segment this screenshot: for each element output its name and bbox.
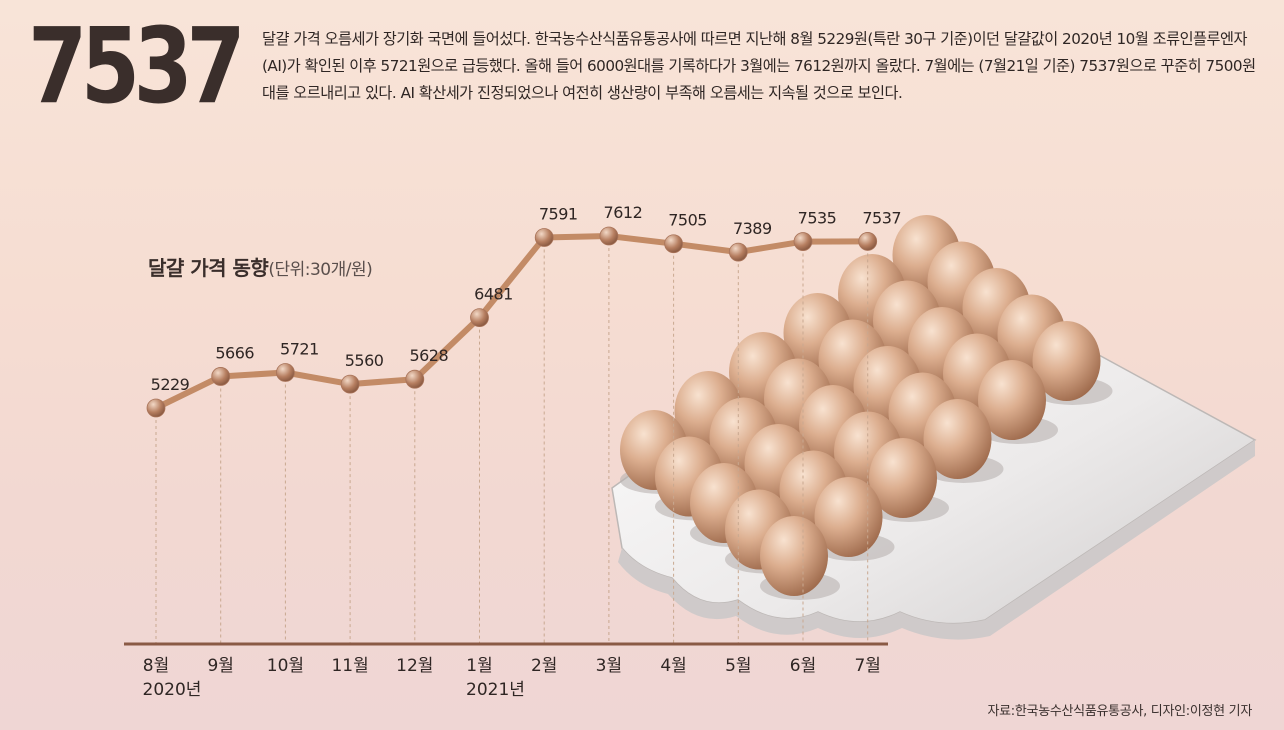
data-label: 6481 xyxy=(474,285,513,304)
egg-tray-illustration xyxy=(611,215,1257,640)
x-tick-label: 11월 xyxy=(331,656,368,676)
series-line xyxy=(153,233,871,411)
data-label: 7505 xyxy=(668,211,707,230)
data-point xyxy=(405,369,425,389)
x-year-label: 2021년 xyxy=(466,680,525,700)
data-point xyxy=(340,374,360,394)
x-tick-label: 5월 xyxy=(725,656,751,676)
data-label: 7537 xyxy=(862,208,901,227)
x-tick-label: 8월 xyxy=(143,656,169,676)
data-point xyxy=(211,367,231,386)
x-tick-label: 2월 xyxy=(531,656,557,676)
data-point xyxy=(858,232,878,251)
egg xyxy=(923,399,992,479)
x-tick-label: 7월 xyxy=(854,656,880,676)
data-label: 7535 xyxy=(798,209,837,228)
egg xyxy=(760,516,828,596)
data-point xyxy=(599,226,619,246)
x-tick-label: 12월 xyxy=(396,656,433,676)
data-point xyxy=(470,308,489,328)
data-point xyxy=(275,363,295,382)
source-credit: 자료:한국농수산식품유통공사, 디자인:이정현 기자 xyxy=(987,704,1252,719)
x-tick-label: 3월 xyxy=(596,656,622,676)
chart-plot-area: 5229 5666 5721 5560 5628 6481 7591 7612 7505 7389… xyxy=(124,203,902,700)
x-tick-label: 4월 xyxy=(660,656,686,676)
data-label: 5721 xyxy=(280,339,319,358)
data-label: 7591 xyxy=(539,205,578,224)
data-label: 7389 xyxy=(733,219,772,238)
data-label: 5229 xyxy=(151,375,190,394)
data-point xyxy=(534,228,554,247)
chart-title-text: 달걀 가격 동향 xyxy=(148,256,269,280)
egg xyxy=(978,360,1046,440)
data-label: 5666 xyxy=(215,343,254,362)
x-tick-label: 1월 xyxy=(466,656,492,676)
x-tick-label: 10월 xyxy=(267,656,304,676)
egg xyxy=(869,438,937,518)
chart-unit: (단위:30개/원) xyxy=(268,260,373,280)
data-label: 5628 xyxy=(409,346,448,365)
data-point xyxy=(728,242,748,262)
description-text: 달걀 가격 오름세가 장기화 국면에 들어섰다. 한국농수산식품유통공사에 따르… xyxy=(262,30,1256,102)
egg xyxy=(1032,321,1101,401)
x-tick-label: 9월 xyxy=(207,656,233,676)
tray-edge xyxy=(618,440,1255,640)
egg xyxy=(814,477,883,557)
x-tick-label: 6월 xyxy=(790,656,816,676)
data-point xyxy=(793,232,813,251)
data-point xyxy=(664,234,683,254)
x-year-label: 2020년 xyxy=(143,680,202,700)
headline-number: 7537 xyxy=(28,5,246,127)
data-point xyxy=(146,398,166,418)
data-label: 5560 xyxy=(345,351,384,370)
chart-title: 달걀 가격 동향(단위:30개/원) xyxy=(148,252,373,281)
data-label: 7612 xyxy=(604,203,643,222)
